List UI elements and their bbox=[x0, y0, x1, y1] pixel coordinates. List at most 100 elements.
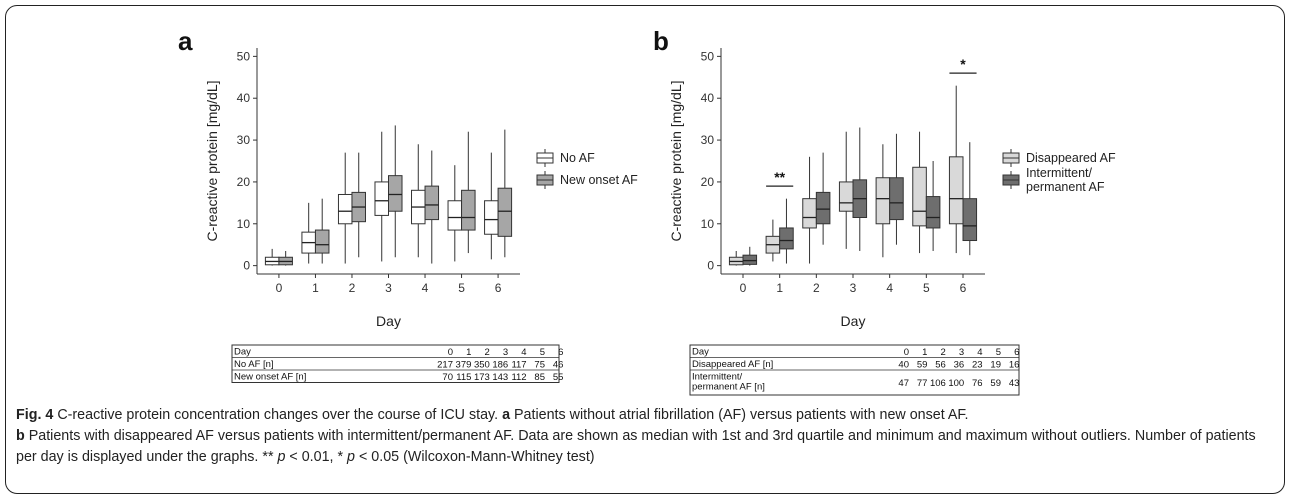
table-row-label: No AF [n] bbox=[234, 359, 274, 370]
table-cell: 59 bbox=[917, 359, 928, 370]
box-iqr bbox=[815, 191, 831, 225]
table-cell: 19 bbox=[990, 359, 1001, 370]
table-row-label-line: Day bbox=[234, 347, 251, 358]
x-tick-label: 4 bbox=[422, 281, 429, 295]
legend-label: Intermittent/permanent AF bbox=[1026, 166, 1105, 194]
y-tick-label: 40 bbox=[237, 91, 251, 105]
table-cell: 85 bbox=[534, 372, 545, 383]
table-cell: 46 bbox=[553, 359, 564, 370]
table-cell: 5 bbox=[996, 347, 1001, 358]
table-cell: 36 bbox=[954, 359, 965, 370]
table-cell: 186 bbox=[492, 359, 508, 370]
x-tick-label: 2 bbox=[813, 281, 820, 295]
table-cell: 2 bbox=[485, 347, 490, 358]
table-cell: 47 bbox=[898, 378, 909, 389]
box-iqr bbox=[912, 166, 927, 227]
y-axis-title: C-reactive protein [mg/dL] bbox=[668, 80, 684, 241]
x-tick-label: 6 bbox=[960, 281, 967, 295]
table-cell: 143 bbox=[492, 372, 508, 383]
caption-p-2: p bbox=[347, 449, 355, 465]
box-iqr bbox=[925, 196, 941, 229]
box-iqr bbox=[875, 177, 891, 225]
box-a-0-day-2 bbox=[337, 152, 353, 264]
table-cell: 77 bbox=[917, 378, 928, 389]
box-a-0-day-3 bbox=[374, 131, 389, 262]
caption-text-2: Patients without atrial fibrillation (AF… bbox=[510, 407, 969, 423]
legend-item: New onset AF bbox=[536, 171, 638, 189]
box-a-0-day-4 bbox=[411, 144, 426, 258]
box-b-0-day-0 bbox=[728, 250, 744, 266]
y-tick-label: 10 bbox=[701, 217, 715, 231]
box-iqr bbox=[742, 254, 758, 265]
legend-label: Disappeared AF bbox=[1026, 151, 1116, 165]
table-row-label: New onset AF [n] bbox=[234, 372, 306, 383]
box-a-1-day-0 bbox=[278, 250, 293, 266]
table-row-label-line: New onset AF [n] bbox=[234, 372, 306, 383]
caption-text-4: < 0.01, * bbox=[285, 449, 348, 465]
table-cell: 350 bbox=[474, 359, 490, 370]
box-a-0-day-6 bbox=[484, 152, 499, 260]
box-b-1-day-6 bbox=[962, 142, 978, 256]
table-cell: 75 bbox=[534, 359, 545, 370]
caption-panel-b: b bbox=[16, 428, 25, 444]
x-tick-label: 3 bbox=[850, 281, 857, 295]
x-tick-label: 5 bbox=[923, 281, 930, 295]
y-tick-label: 20 bbox=[701, 175, 715, 189]
legend-label: No AF bbox=[560, 151, 595, 165]
table-border bbox=[231, 344, 560, 383]
box-iqr bbox=[461, 189, 476, 231]
table-cell: 6 bbox=[558, 347, 563, 358]
table-cell: 4 bbox=[521, 347, 526, 358]
box-iqr bbox=[497, 187, 513, 237]
legend-label-line: permanent AF bbox=[1026, 180, 1105, 194]
box-b-0-day-3 bbox=[838, 131, 854, 249]
box-b-0-day-2 bbox=[802, 156, 817, 264]
table-cell: 117 bbox=[511, 359, 526, 370]
table-cell: 16 bbox=[1009, 359, 1020, 370]
x-tick-label: 5 bbox=[458, 281, 465, 295]
panel-letter: b bbox=[653, 26, 669, 56]
box-b-1-day-0 bbox=[742, 246, 758, 266]
table-row-label: Day bbox=[692, 347, 709, 358]
box-a-1-day-2 bbox=[351, 152, 366, 258]
table-cell: 379 bbox=[456, 359, 472, 370]
caption-fig-label: Fig. 4 bbox=[16, 407, 54, 423]
table-cell: 6 bbox=[1014, 347, 1019, 358]
box-a-0-day-5 bbox=[447, 165, 463, 262]
y-tick-label: 50 bbox=[237, 49, 251, 63]
table-cell: 3 bbox=[503, 347, 508, 358]
box-b-0-day-5 bbox=[912, 131, 927, 254]
table-cell: 70 bbox=[442, 372, 453, 383]
box-iqr bbox=[374, 181, 389, 216]
box-b-0-day-6 bbox=[948, 85, 964, 254]
table-cell: 115 bbox=[456, 372, 471, 383]
box-a-1-day-5 bbox=[461, 131, 476, 254]
y-tick-label: 40 bbox=[701, 91, 715, 105]
box-iqr bbox=[802, 198, 817, 229]
legend-label-line: No AF bbox=[560, 151, 595, 165]
table-cell: 1 bbox=[922, 347, 927, 358]
table-cell: 173 bbox=[474, 372, 490, 383]
caption-text-3: Patients with disappeared AF versus pati… bbox=[16, 428, 1256, 465]
box-b-0-day-1 bbox=[765, 219, 781, 262]
figure-caption: Fig. 4 C-reactive protein concentration … bbox=[16, 405, 1278, 468]
table-row-label-line: Intermittent/ bbox=[692, 372, 743, 383]
box-b-1-day-5 bbox=[925, 161, 941, 251]
y-tick-label: 20 bbox=[237, 175, 251, 189]
table-row-label-line: permanent AF [n] bbox=[692, 382, 765, 393]
box-b-1-day-3 bbox=[852, 127, 868, 251]
significance-label: ** bbox=[774, 169, 785, 185]
table-cell: 55 bbox=[553, 372, 564, 383]
table-cell: 1 bbox=[466, 347, 471, 358]
panel-letter: a bbox=[178, 26, 193, 56]
caption-text-1: C-reactive protein concentration changes… bbox=[53, 407, 503, 423]
x-tick-label: 1 bbox=[312, 281, 319, 295]
table-cell: 76 bbox=[972, 378, 983, 389]
x-tick-label: 1 bbox=[776, 281, 783, 295]
box-a-0-day-0 bbox=[264, 248, 280, 266]
x-tick-label: 6 bbox=[495, 281, 502, 295]
y-tick-label: 10 bbox=[237, 217, 251, 231]
